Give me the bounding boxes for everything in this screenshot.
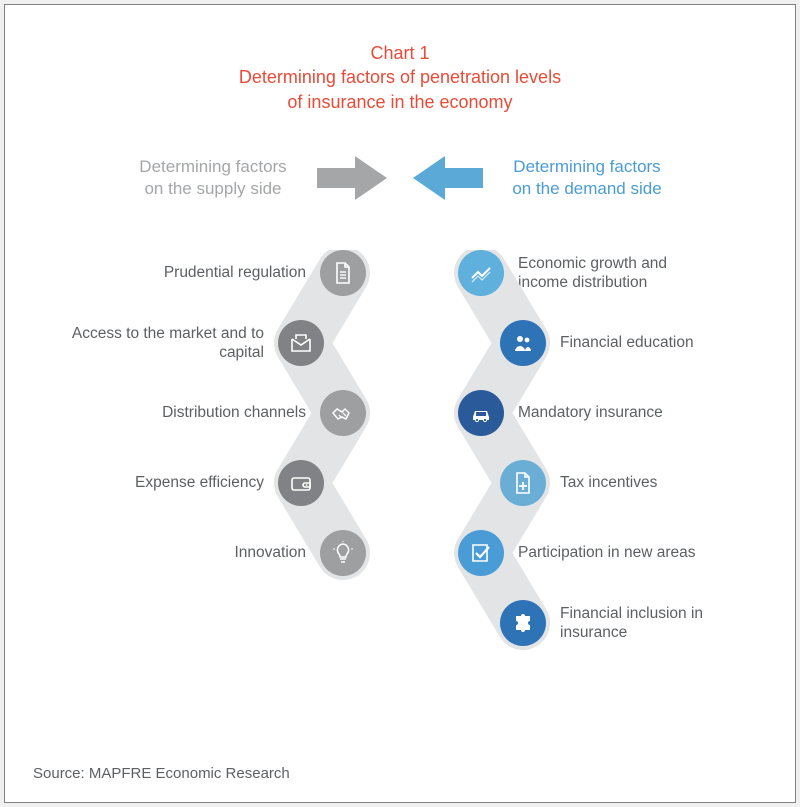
demand-header: Determining factors on the demand side: [409, 152, 677, 204]
chart-title: Chart 1 Determining factors of penetrati…: [33, 41, 767, 114]
supply-header-text: Determining factors on the supply side: [123, 156, 303, 200]
arrow-left-icon: [409, 152, 487, 204]
puzzle-icon: [500, 600, 546, 646]
wallet-icon: [278, 460, 324, 506]
car-icon: [458, 390, 504, 436]
demand-header-text: Determining factors on the demand side: [497, 156, 677, 200]
docplus-icon: [500, 460, 546, 506]
arrow-right-icon: [313, 152, 391, 204]
people-icon: [500, 320, 546, 366]
inbox-icon: [278, 320, 324, 366]
chart-frame: Chart 1 Determining factors of penetrati…: [4, 4, 796, 803]
factor-columns: Prudential regulationAccess to the marke…: [33, 250, 767, 730]
check-icon: [458, 530, 504, 576]
chart-icon: [458, 250, 504, 296]
title-line: Chart 1: [33, 41, 767, 65]
source-text: Source: MAPFRE Economic Research: [33, 765, 290, 782]
column-headers: Determining factors on the supply side D…: [33, 152, 767, 204]
supply-header: Determining factors on the supply side: [123, 152, 391, 204]
title-line: Determining factors of penetration level…: [33, 65, 767, 89]
title-line: of insurance in the economy: [33, 90, 767, 114]
bulb-icon: [320, 530, 366, 576]
handshake-icon: [320, 390, 366, 436]
document-icon: [320, 250, 366, 296]
